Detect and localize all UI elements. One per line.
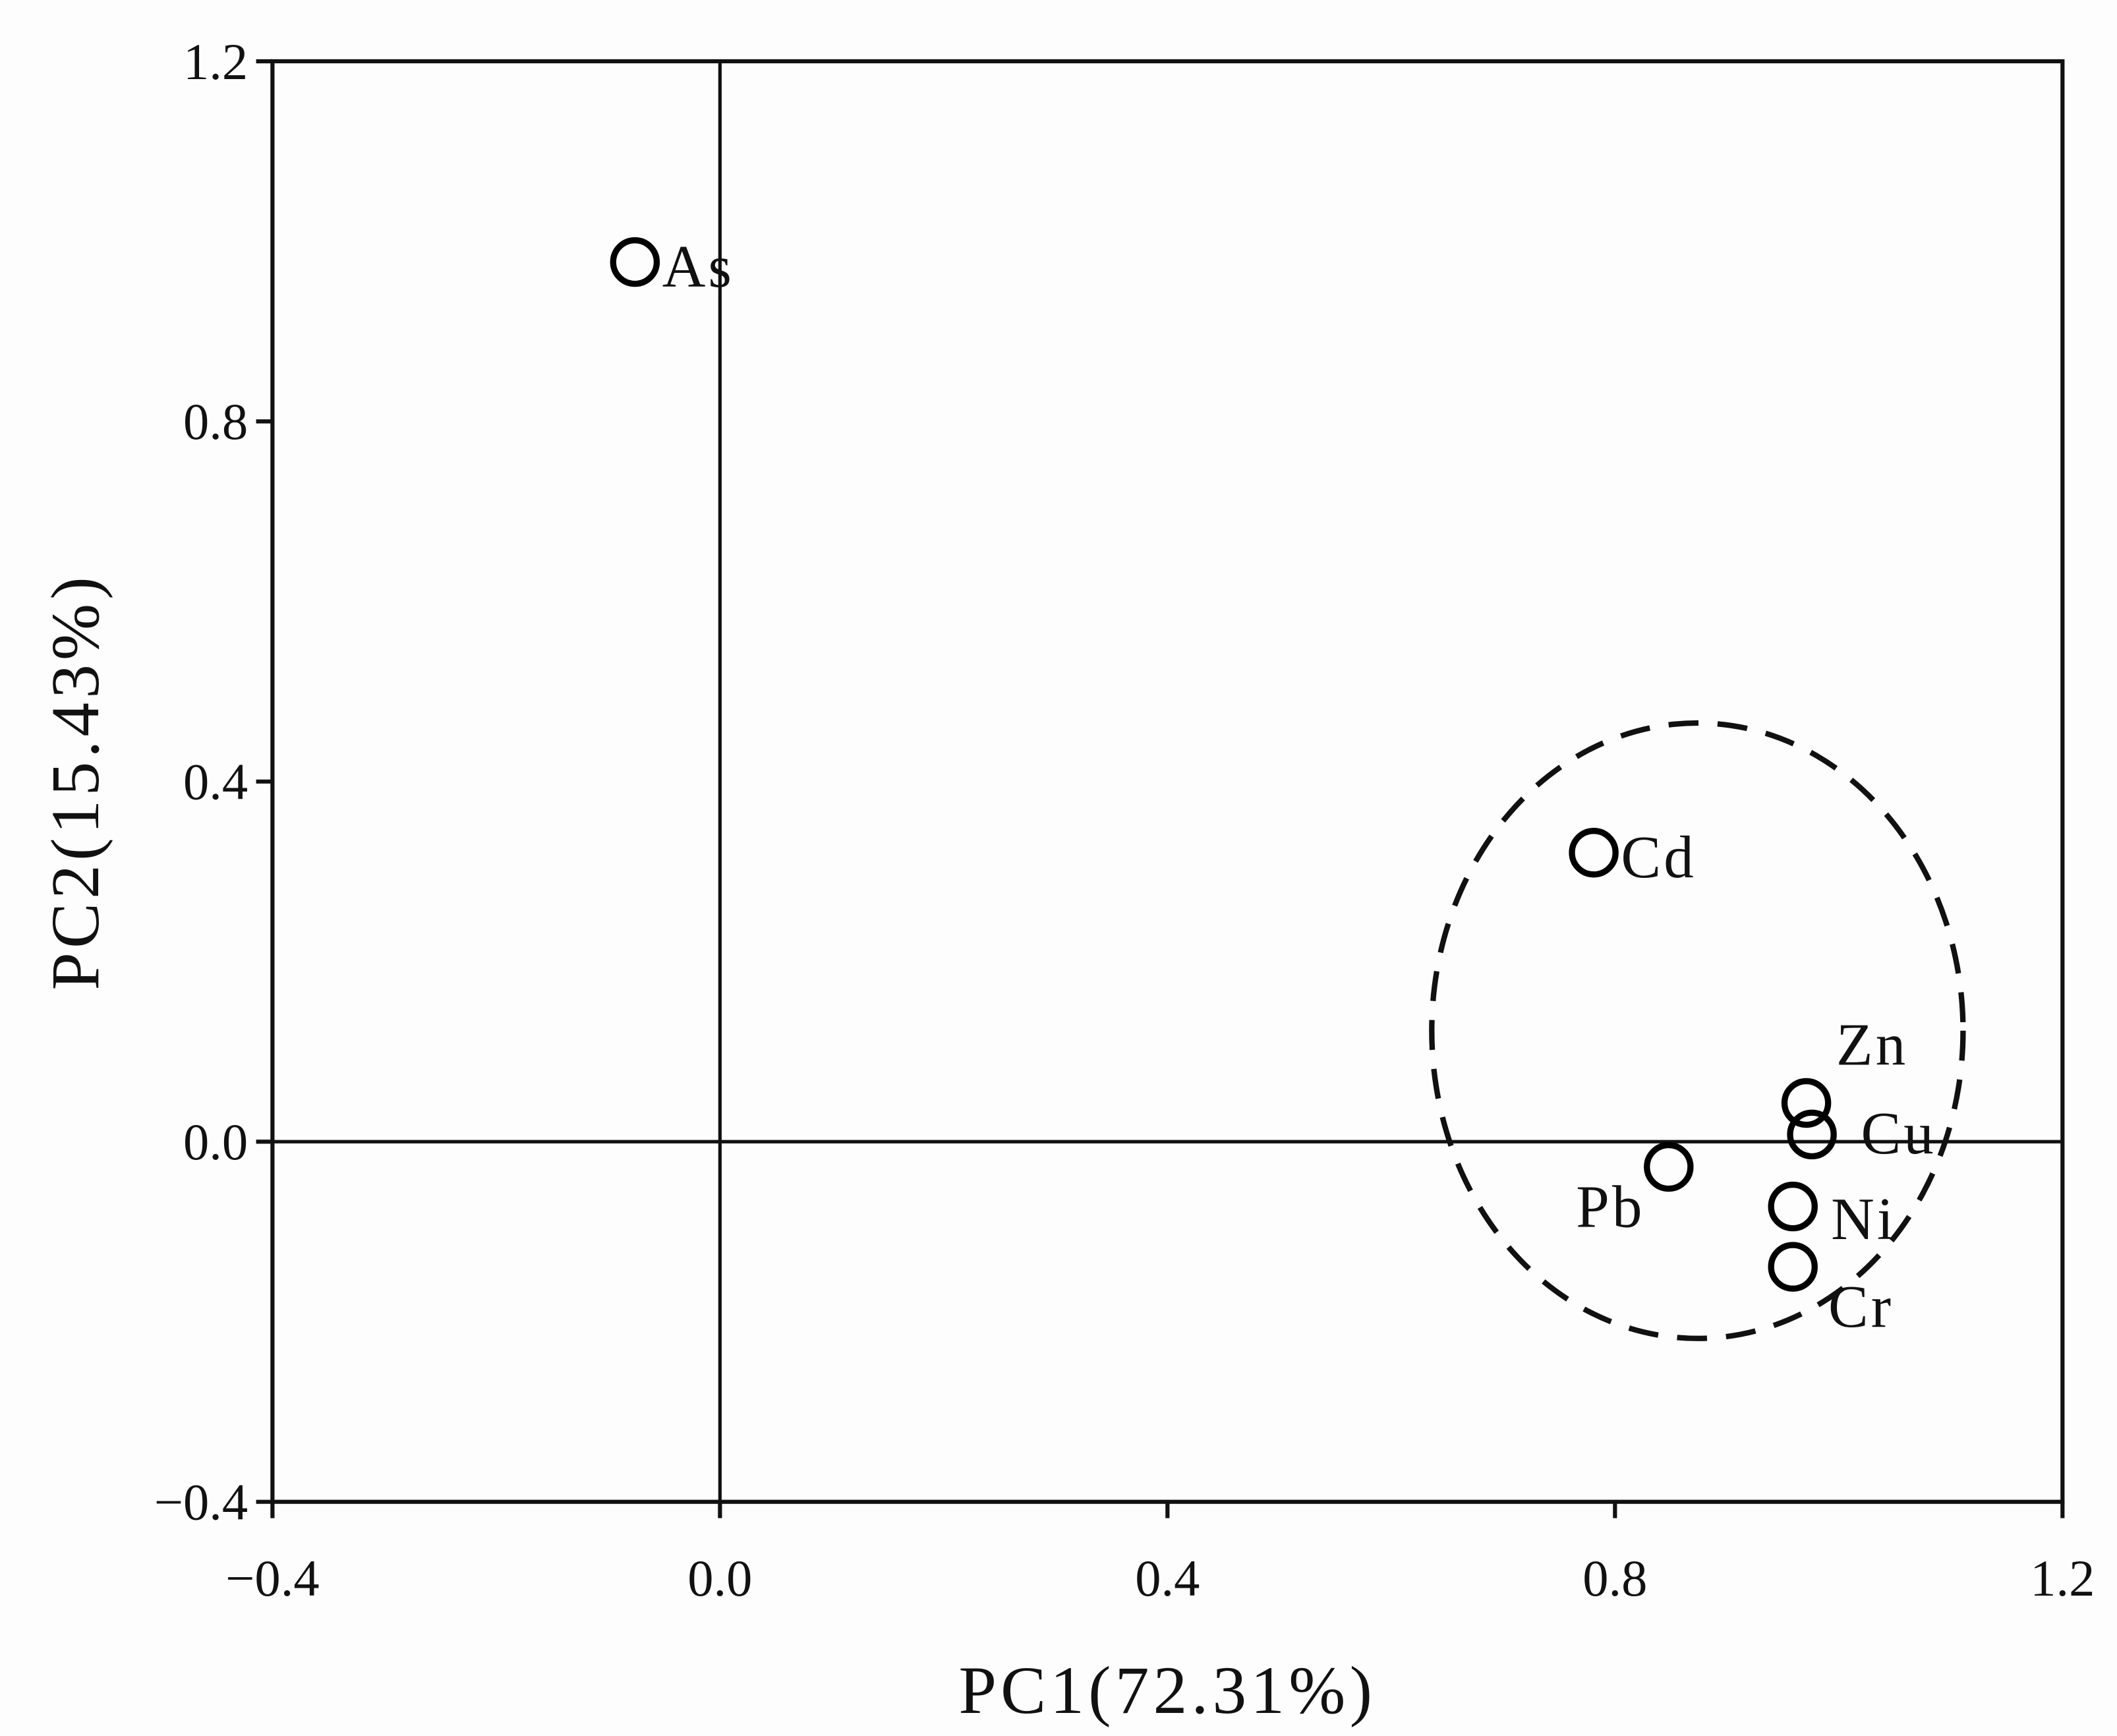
- y-tick-label: 0.0: [183, 1113, 248, 1171]
- point: [1768, 1242, 1818, 1292]
- x-tick-label: 1.2: [2030, 1549, 2095, 1607]
- x-tick-label: −0.4: [225, 1549, 319, 1607]
- x-tick-label: 0.4: [1135, 1549, 1200, 1607]
- point: [1768, 1181, 1818, 1232]
- point-label: Pb: [1576, 1173, 1644, 1240]
- point: [1781, 1078, 1832, 1128]
- point: [1569, 828, 1619, 878]
- point-label: Ni: [1831, 1186, 1896, 1252]
- y-tick-label: −0.4: [154, 1474, 248, 1531]
- point-label: Zn: [1836, 1012, 1908, 1078]
- y-tick-label: 0.8: [183, 393, 248, 450]
- point-label: Cr: [1828, 1273, 1894, 1340]
- x-tick-label: 0.0: [687, 1549, 752, 1607]
- y-tick-label: 1.2: [183, 33, 248, 90]
- point: [1644, 1142, 1694, 1192]
- x-axis-label: PC1(72.31%): [959, 1653, 1377, 1728]
- y-axis-label: PC2(15.43%): [38, 573, 113, 990]
- point-label: Cd: [1621, 824, 1696, 890]
- point-label: As: [662, 233, 734, 300]
- point-label: Cu: [1861, 1100, 1936, 1167]
- point: [1787, 1109, 1837, 1160]
- x-tick-label: 0.8: [1582, 1549, 1647, 1607]
- cluster-ellipse: [1429, 720, 1966, 1341]
- point: [610, 237, 660, 287]
- y-tick-label: 0.4: [183, 753, 248, 811]
